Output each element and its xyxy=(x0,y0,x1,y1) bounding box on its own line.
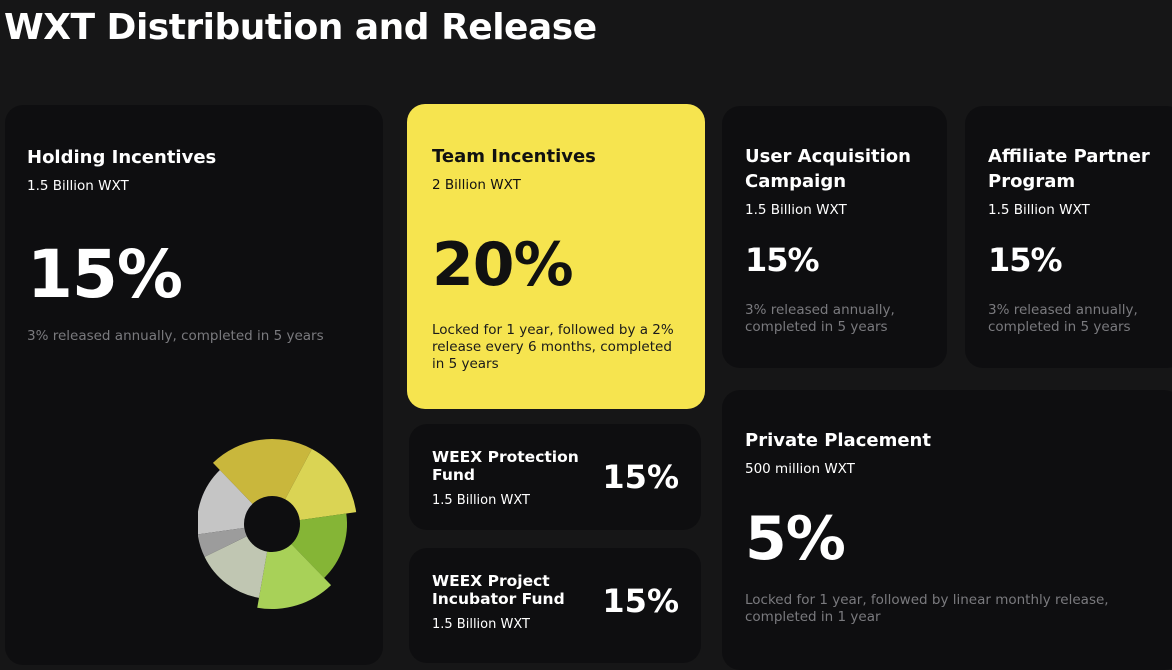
donut-slice xyxy=(285,448,357,521)
donut-slice xyxy=(291,513,347,578)
card-amount: 1.5 Billion WXT xyxy=(988,202,1090,218)
card-title: WEEX Project Incubator Fund xyxy=(432,572,565,608)
protection-fund-card: WEEX Protection Fund 1.5 Billion WXT 15% xyxy=(409,424,701,530)
holding-incentives-card: Holding Incentives 1.5 Billion WXT 15% 3… xyxy=(5,105,383,665)
card-release-schedule: Locked for 1 year, followed by linear mo… xyxy=(745,592,1109,625)
card-percent: 15% xyxy=(745,241,820,279)
card-title: Holding Incentives xyxy=(27,147,217,168)
page-title: WXT Distribution and Release xyxy=(4,7,597,48)
donut-slice xyxy=(257,544,332,609)
distribution-donut-chart xyxy=(198,439,357,609)
card-amount: 2 Billion WXT xyxy=(432,177,521,193)
donut-slice xyxy=(212,439,312,504)
card-release-schedule: 3% released annually, completed in 5 yea… xyxy=(745,302,895,335)
private-placement-card: Private Placement 500 million WXT 5% Loc… xyxy=(722,390,1172,670)
card-percent: 5% xyxy=(745,504,846,574)
card-release-schedule: 3% released annually, completed in 5 yea… xyxy=(27,328,324,344)
card-title: Private Placement xyxy=(745,430,931,451)
card-amount: 1.5 Billion WXT xyxy=(745,202,847,218)
card-percent: 15% xyxy=(602,582,679,620)
card-title: WEEX Protection Fund xyxy=(432,448,579,484)
card-title: User Acquisition Campaign xyxy=(745,146,911,192)
card-amount: 1.5 Billion WXT xyxy=(27,178,129,194)
card-percent: 15% xyxy=(27,236,183,313)
team-incentives-card: Team Incentives 2 Billion WXT 20% Locked… xyxy=(407,104,705,409)
card-percent: 15% xyxy=(602,458,679,496)
card-title: Affiliate Partner Program xyxy=(988,146,1150,192)
affiliate-program-card: Affiliate Partner Program 1.5 Billion WX… xyxy=(965,106,1172,368)
donut-slice xyxy=(198,470,253,535)
incubator-fund-card: WEEX Project Incubator Fund 1.5 Billion … xyxy=(409,548,701,663)
card-title: Team Incentives xyxy=(432,146,596,167)
donut-slice xyxy=(204,536,268,598)
card-percent: 15% xyxy=(988,241,1063,279)
card-amount: 1.5 Billion WXT xyxy=(432,617,530,632)
card-release-schedule: 3% released annually, completed in 5 yea… xyxy=(988,302,1138,335)
card-amount: 500 million WXT xyxy=(745,461,855,477)
donut-slice xyxy=(198,527,247,557)
user-acquisition-card: User Acquisition Campaign 1.5 Billion WX… xyxy=(722,106,947,368)
card-percent: 20% xyxy=(432,230,574,300)
card-release-schedule: Locked for 1 year, followed by a 2% rele… xyxy=(432,322,674,372)
card-amount: 1.5 Billion WXT xyxy=(432,493,530,508)
